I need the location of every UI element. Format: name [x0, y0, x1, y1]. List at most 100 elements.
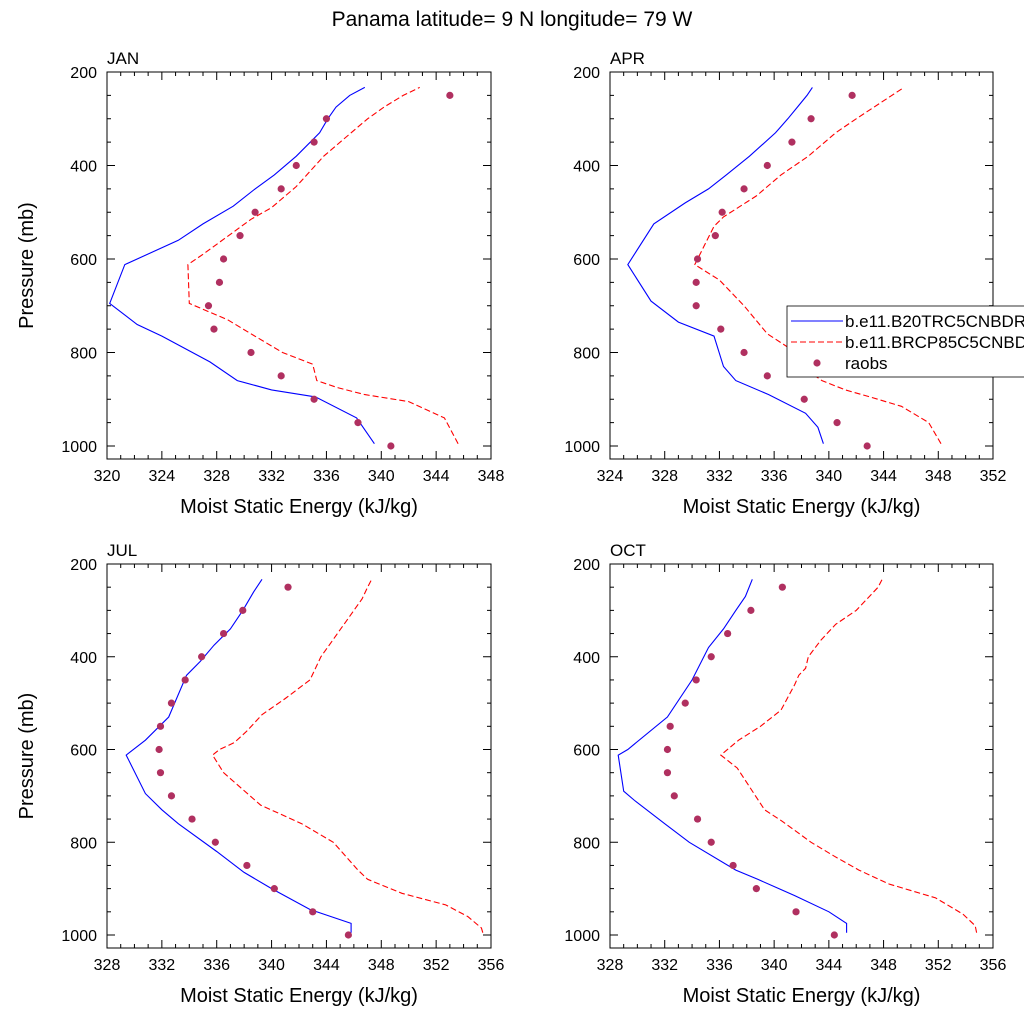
y-tick-label: 600 — [573, 743, 600, 760]
raobs-point — [670, 792, 678, 800]
raobs-point — [807, 115, 815, 123]
x-tick-label: 340 — [368, 468, 395, 485]
x-tick-label: 348 — [478, 468, 505, 485]
raobs-point — [167, 792, 176, 800]
x-tick-label: 340 — [258, 957, 285, 974]
x-tick-label: 328 — [94, 957, 121, 974]
raobs-point — [167, 699, 176, 707]
panel-label: JUL — [107, 541, 137, 560]
raobs-point — [181, 676, 189, 684]
raobs-point — [692, 278, 700, 286]
raobs-point — [188, 815, 196, 823]
x-axis-label: Moist Static Energy (kJ/kg) — [180, 985, 418, 1007]
x-tick-label: 332 — [706, 468, 733, 485]
panel-apr: 324 328 332 336 340 344 348 352 200 400 600 800 1000… — [564, 49, 1006, 518]
raobs-point — [692, 676, 700, 684]
raobs-point — [284, 583, 292, 591]
raobs-point — [833, 419, 841, 427]
raobs-point — [219, 255, 228, 263]
legend-box — [786, 305, 1024, 378]
x-tick-label: 352 — [423, 957, 450, 974]
raobs-point — [198, 653, 206, 661]
series-rcp85-line — [719, 579, 978, 933]
panels-group: 320 324 328 332 336 340 344 348 200 400 600 800 1000… — [16, 49, 1006, 1007]
y-tick-label: 200 — [70, 557, 97, 574]
series-rcp85-line — [187, 86, 459, 444]
panel-label: APR — [610, 49, 645, 68]
raobs-point — [219, 629, 228, 638]
raobs-point — [681, 699, 689, 707]
raobs-point — [666, 722, 674, 730]
series-rcp85-line — [694, 86, 942, 444]
series-historical-line — [627, 87, 824, 444]
raobs-point — [752, 885, 760, 893]
x-tick-label: 336 — [313, 468, 340, 485]
raobs-point — [663, 769, 672, 777]
x-axis-label: Moist Static Energy (kJ/kg) — [180, 496, 418, 518]
panel-jul: 328 332 336 340 344 348 352 356 200 400 600 800 1000… — [16, 541, 504, 1007]
raobs-point — [270, 885, 278, 893]
panel-oct: 328 332 336 340 344 348 352 356 200 400 600 800 1000… — [564, 541, 1006, 1007]
y-tick-label: 200 — [70, 65, 97, 82]
raobs-point — [155, 745, 163, 754]
raobs-point — [800, 395, 808, 403]
x-tick-label: 332 — [149, 957, 176, 974]
panel-label: OCT — [610, 541, 646, 560]
raobs-point — [156, 722, 165, 730]
x-tick-label: 328 — [651, 468, 678, 485]
panel-jan: 320 324 328 332 336 340 344 348 200 400 600 800 1000… — [16, 49, 504, 518]
raobs-point — [211, 838, 219, 846]
y-tick-label: 600 — [70, 252, 97, 269]
series-historical-line — [617, 579, 848, 933]
x-axis-label: Moist Static Energy (kJ/kg) — [683, 985, 921, 1007]
x-tick-label: 336 — [203, 957, 230, 974]
raobs-point — [848, 91, 856, 99]
y-tick-label: 600 — [573, 252, 600, 269]
raobs-point — [387, 442, 395, 450]
raobs-point — [247, 348, 255, 357]
raobs-point — [156, 769, 165, 777]
raobs-point — [718, 208, 726, 216]
raobs-point — [830, 931, 838, 939]
raobs-point — [740, 348, 748, 357]
x-tick-label: 352 — [980, 468, 1007, 485]
x-axis-label: Moist Static Energy (kJ/kg) — [683, 496, 921, 518]
plot-frame — [106, 71, 492, 460]
series-historical-line — [125, 578, 352, 933]
raobs-point — [740, 185, 748, 193]
raobs-point — [729, 861, 737, 870]
plot-frame — [609, 563, 994, 949]
y-axis-label: Pressure (mb) — [16, 693, 38, 820]
y-tick-label: 200 — [573, 65, 600, 82]
y-tick-label: 400 — [70, 159, 97, 176]
raobs-point — [354, 419, 362, 427]
x-tick-label: 336 — [706, 957, 733, 974]
raobs-point — [236, 232, 244, 240]
x-tick-label: 344 — [870, 468, 897, 485]
y-tick-label: 800 — [70, 835, 97, 852]
legend-label: raobs — [845, 354, 888, 373]
raobs-point — [693, 815, 702, 823]
x-tick-label: 352 — [925, 957, 952, 974]
y-tick-label: 1000 — [564, 439, 600, 456]
raobs-point — [778, 583, 786, 591]
series-rcp85-line — [211, 579, 484, 933]
y-tick-label: 400 — [573, 159, 600, 176]
x-tick-label: 344 — [313, 957, 340, 974]
y-tick-label: 600 — [70, 743, 97, 760]
x-tick-label: 356 — [980, 957, 1007, 974]
x-tick-label: 348 — [368, 957, 395, 974]
raobs-point — [693, 255, 702, 263]
raobs-point — [717, 325, 725, 333]
raobs-point — [210, 325, 218, 333]
raobs-point — [707, 653, 715, 661]
x-tick-label: 356 — [478, 957, 505, 974]
raobs-point — [251, 208, 259, 216]
x-tick-label: 332 — [651, 957, 678, 974]
x-tick-label: 340 — [761, 957, 788, 974]
x-tick-label: 324 — [597, 468, 624, 485]
y-tick-label: 800 — [573, 346, 600, 363]
panel-label: JAN — [107, 49, 139, 68]
raobs-point — [322, 115, 331, 123]
